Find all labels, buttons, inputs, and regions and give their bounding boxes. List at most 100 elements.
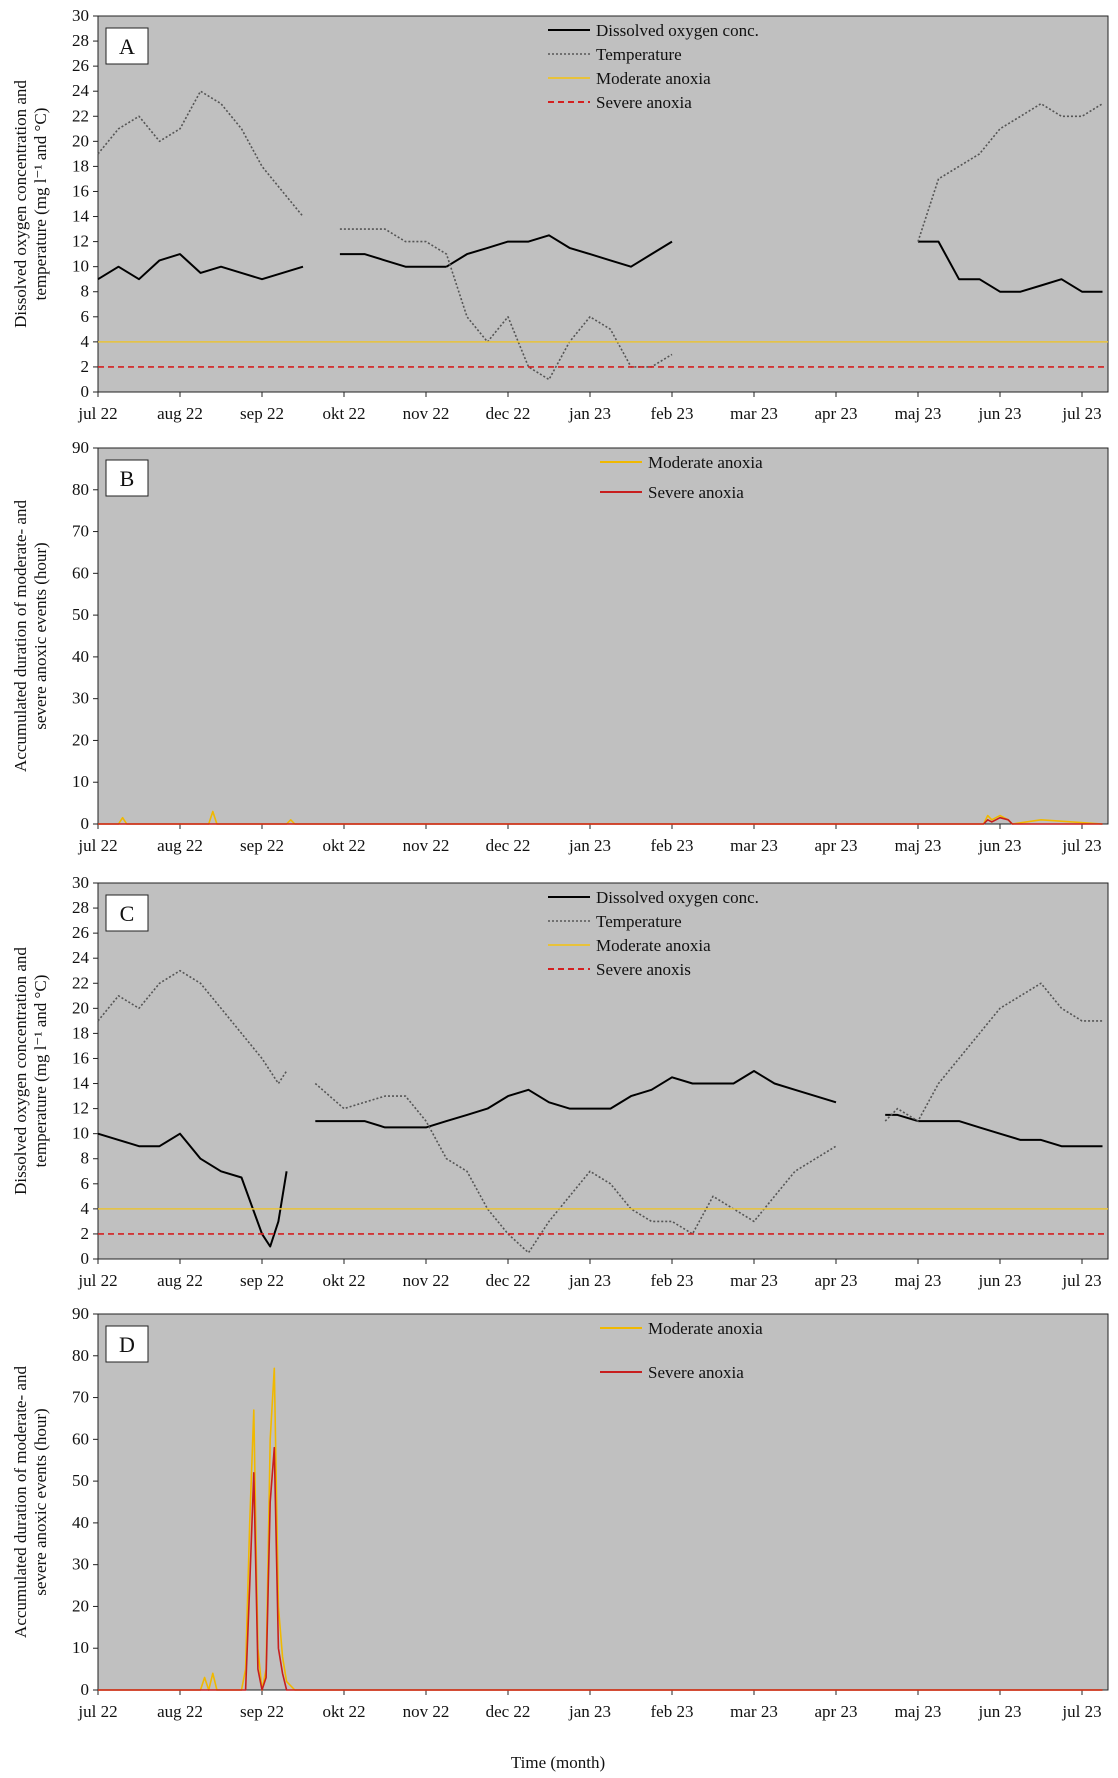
y-axis-title-line2: temperature (mg l⁻¹ and °C) <box>31 975 50 1168</box>
legend-label: Temperature <box>596 912 682 931</box>
x-tick-label: apr 23 <box>815 1271 858 1290</box>
y-tick-label: 12 <box>72 1099 89 1118</box>
plot-area <box>97 882 1109 1260</box>
x-tick-label: aug 22 <box>157 404 203 423</box>
x-tick-label: dec 22 <box>486 1271 531 1290</box>
x-tick-label: nov 22 <box>403 836 450 855</box>
y-tick-label: 10 <box>72 772 89 791</box>
y-tick-label: 14 <box>72 1074 90 1093</box>
x-tick-label: jul 22 <box>77 404 117 423</box>
x-tick-label: jan 23 <box>568 1271 611 1290</box>
x-tick-label: jan 23 <box>568 836 611 855</box>
x-tick-label: nov 22 <box>403 1271 450 1290</box>
series-dissolved-oxygen-conc--line <box>97 1132 288 1248</box>
legend-label: Moderate anoxia <box>648 453 763 472</box>
x-tick-label: jan 23 <box>568 1702 611 1721</box>
x-tick-label: jun 23 <box>978 836 1022 855</box>
y-tick-label: 12 <box>72 232 89 251</box>
series-dissolved-oxygen-conc--line <box>918 240 1103 293</box>
x-tick-label: jun 23 <box>978 404 1022 423</box>
y-tick-label: 60 <box>72 1429 89 1448</box>
y-tick-label: 26 <box>72 56 89 75</box>
panel-letter: D <box>119 1332 135 1357</box>
legend-label: Severe anoxis <box>596 960 691 979</box>
y-tick-label: 6 <box>81 1174 90 1193</box>
y-tick-label: 20 <box>72 730 89 749</box>
y-tick-label: 0 <box>81 1680 90 1699</box>
y-tick-label: 8 <box>81 1149 90 1168</box>
y-axis-title-line2: severe anoxic events (hour) <box>31 1408 50 1595</box>
x-tick-label: jul 23 <box>1061 1271 1101 1290</box>
x-axis-title: Time (month) <box>511 1753 605 1772</box>
y-tick-label: 2 <box>81 1224 90 1243</box>
x-tick-label: sep 22 <box>240 404 284 423</box>
series-dissolved-oxygen-conc--line <box>445 234 673 268</box>
x-tick-label: jul 22 <box>77 1271 117 1290</box>
panel-d: 0 10 20 30 40 50 60 70 80 90 jul 22 aug 22 sep 22 okt… <box>11 1304 1109 1721</box>
y-tick-label: 4 <box>81 332 90 351</box>
x-tick-label: nov 22 <box>403 404 450 423</box>
series-temperature-line <box>314 1082 837 1254</box>
x-tick-label: mar 23 <box>730 1271 778 1290</box>
x-tick-label: okt 22 <box>323 404 366 423</box>
y-tick-label: 14 <box>72 207 90 226</box>
panel-letter: C <box>120 901 135 926</box>
y-tick-label: 6 <box>81 307 90 326</box>
x-tick-label: jan 23 <box>568 404 611 423</box>
y-tick-label: 50 <box>72 1471 89 1490</box>
y-axis-title-line1: Dissolved oxygen concentration and <box>11 80 30 328</box>
series-dissolved-oxygen-conc--line <box>315 1070 837 1129</box>
y-tick-label: 28 <box>72 31 89 50</box>
y-axis-title-line1: Accumulated duration of moderate- and <box>11 500 30 772</box>
y-tick-label: 20 <box>72 998 89 1017</box>
y-tick-label: 20 <box>72 1596 89 1615</box>
legend-label: Dissolved oxygen conc. <box>596 888 759 907</box>
y-tick-label: 18 <box>72 1023 89 1042</box>
y-tick-label: 30 <box>72 689 89 708</box>
panel-letter: A <box>119 34 135 59</box>
x-tick-label: mar 23 <box>730 404 778 423</box>
y-tick-label: 22 <box>72 106 89 125</box>
y-tick-label: 70 <box>72 1388 89 1407</box>
y-tick-label: 80 <box>72 480 89 499</box>
y-tick-label: 50 <box>72 605 89 624</box>
legend-label: Dissolved oxygen conc. <box>596 21 759 40</box>
x-tick-label: maj 23 <box>895 404 942 423</box>
series-temperature-line <box>884 982 1103 1122</box>
x-tick-label: feb 23 <box>651 1702 694 1721</box>
y-tick-label: 40 <box>72 1513 89 1532</box>
x-tick-label: dec 22 <box>486 836 531 855</box>
y-axis-title-line2: severe anoxic events (hour) <box>31 542 50 729</box>
y-tick-label: 22 <box>72 973 89 992</box>
y-tick-label: 16 <box>72 1048 89 1067</box>
y-tick-label: 20 <box>72 131 89 150</box>
y-tick-label: 30 <box>72 6 89 25</box>
plot-area <box>97 1313 1109 1691</box>
x-tick-label: jun 23 <box>978 1271 1022 1290</box>
x-tick-label: maj 23 <box>895 1271 942 1290</box>
panel-letter-box <box>105 894 149 932</box>
plot-area <box>97 447 1109 825</box>
x-tick-label: sep 22 <box>240 1271 284 1290</box>
x-tick-label: okt 22 <box>323 1271 366 1290</box>
y-tick-label: 0 <box>81 814 90 833</box>
series-temperature-line <box>97 90 304 218</box>
x-tick-label: feb 23 <box>651 836 694 855</box>
x-tick-label: mar 23 <box>730 1702 778 1721</box>
x-tick-label: dec 22 <box>486 1702 531 1721</box>
x-tick-label: nov 22 <box>403 1702 450 1721</box>
panel-letter-box <box>105 459 149 497</box>
y-tick-label: 60 <box>72 563 89 582</box>
series-moderate-anoxia-line <box>98 1367 1103 1691</box>
plot-area <box>97 15 1109 393</box>
series-temperature-line <box>97 969 288 1085</box>
x-tick-label: aug 22 <box>157 1702 203 1721</box>
y-tick-label: 90 <box>72 438 89 457</box>
y-tick-label: 10 <box>72 1124 89 1143</box>
y-tick-label: 10 <box>72 257 89 276</box>
series-severe-anoxia-line <box>98 1446 1103 1691</box>
